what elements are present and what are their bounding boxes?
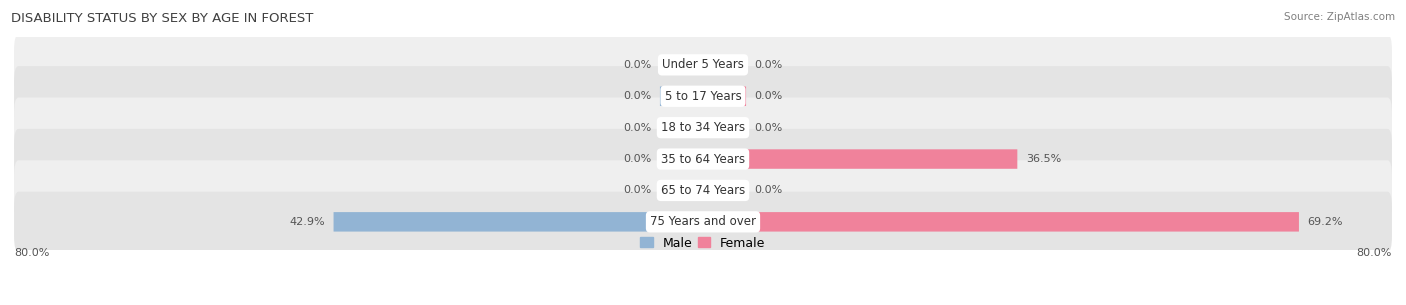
- Text: 36.5%: 36.5%: [1026, 154, 1062, 164]
- Text: 0.0%: 0.0%: [623, 60, 651, 70]
- Text: Under 5 Years: Under 5 Years: [662, 58, 744, 71]
- FancyBboxPatch shape: [703, 181, 747, 200]
- Text: 18 to 34 Years: 18 to 34 Years: [661, 121, 745, 134]
- Text: 42.9%: 42.9%: [290, 217, 325, 227]
- FancyBboxPatch shape: [659, 55, 703, 75]
- Text: 0.0%: 0.0%: [623, 185, 651, 196]
- FancyBboxPatch shape: [14, 192, 1392, 252]
- Text: 0.0%: 0.0%: [623, 91, 651, 101]
- Text: Source: ZipAtlas.com: Source: ZipAtlas.com: [1284, 12, 1395, 22]
- FancyBboxPatch shape: [659, 149, 703, 169]
- Text: 5 to 17 Years: 5 to 17 Years: [665, 90, 741, 103]
- FancyBboxPatch shape: [703, 149, 1018, 169]
- FancyBboxPatch shape: [333, 212, 703, 231]
- Legend: Male, Female: Male, Female: [636, 231, 770, 255]
- Text: DISABILITY STATUS BY SEX BY AGE IN FOREST: DISABILITY STATUS BY SEX BY AGE IN FORES…: [11, 12, 314, 25]
- FancyBboxPatch shape: [659, 181, 703, 200]
- FancyBboxPatch shape: [703, 55, 747, 75]
- FancyBboxPatch shape: [659, 118, 703, 137]
- FancyBboxPatch shape: [14, 98, 1392, 158]
- Text: 0.0%: 0.0%: [755, 60, 783, 70]
- Text: 0.0%: 0.0%: [755, 185, 783, 196]
- FancyBboxPatch shape: [14, 160, 1392, 221]
- FancyBboxPatch shape: [14, 129, 1392, 189]
- Text: 0.0%: 0.0%: [755, 123, 783, 133]
- Text: 0.0%: 0.0%: [623, 123, 651, 133]
- FancyBboxPatch shape: [659, 87, 703, 106]
- FancyBboxPatch shape: [14, 66, 1392, 126]
- Text: 80.0%: 80.0%: [1357, 248, 1392, 258]
- Text: 69.2%: 69.2%: [1308, 217, 1343, 227]
- FancyBboxPatch shape: [703, 87, 747, 106]
- Text: 65 to 74 Years: 65 to 74 Years: [661, 184, 745, 197]
- Text: 0.0%: 0.0%: [623, 154, 651, 164]
- Text: 80.0%: 80.0%: [14, 248, 49, 258]
- Text: 0.0%: 0.0%: [755, 91, 783, 101]
- FancyBboxPatch shape: [14, 35, 1392, 95]
- FancyBboxPatch shape: [703, 212, 1299, 231]
- FancyBboxPatch shape: [703, 118, 747, 137]
- Text: 35 to 64 Years: 35 to 64 Years: [661, 152, 745, 166]
- Text: 75 Years and over: 75 Years and over: [650, 215, 756, 228]
